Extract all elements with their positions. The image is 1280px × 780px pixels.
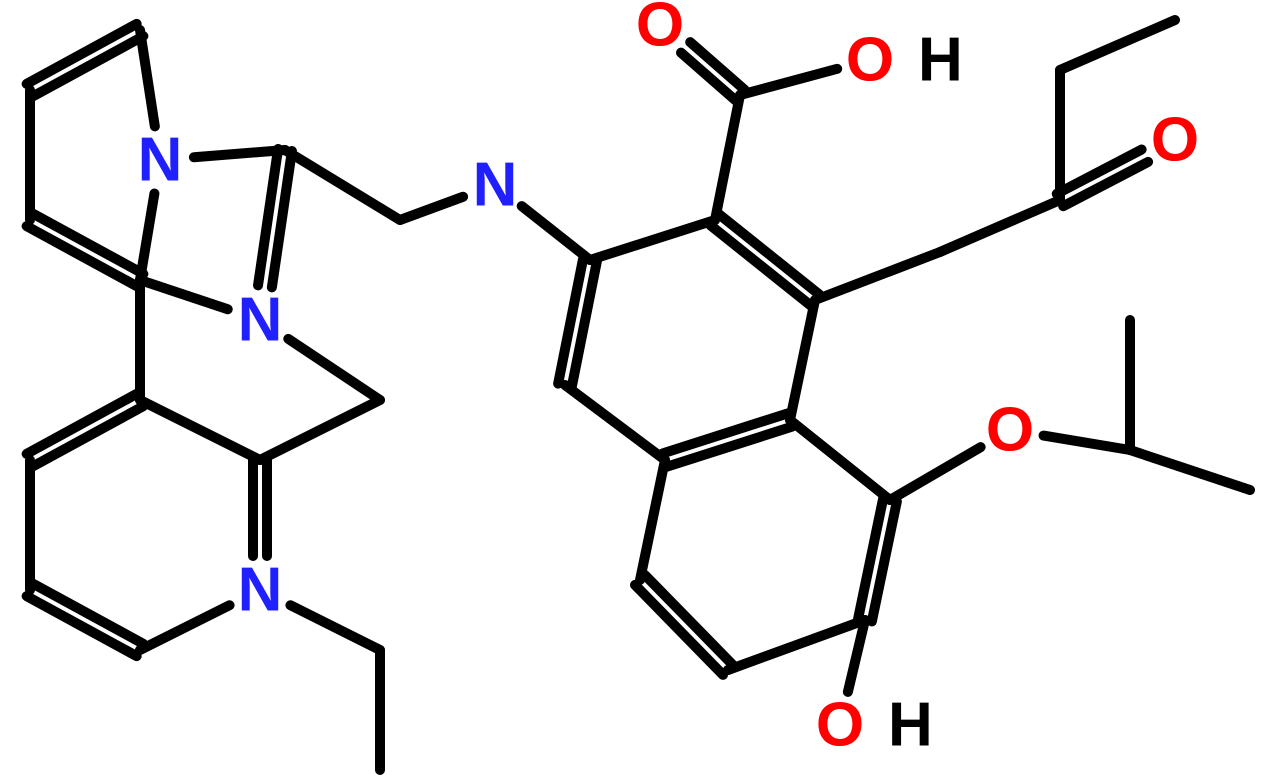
svg-text:N: N bbox=[238, 286, 283, 355]
svg-text:N: N bbox=[238, 556, 283, 625]
svg-text:O: O bbox=[1151, 106, 1199, 175]
atom-o: OH bbox=[846, 26, 963, 95]
svg-text:O: O bbox=[986, 396, 1034, 465]
atom-o: OH bbox=[816, 691, 933, 760]
svg-text:N: N bbox=[138, 126, 183, 195]
atom-o: O bbox=[636, 0, 684, 60]
atom-o: O bbox=[986, 396, 1034, 465]
svg-text:N: N bbox=[473, 151, 518, 220]
atom-n: N bbox=[473, 151, 518, 220]
atom-n: N bbox=[138, 126, 183, 195]
svg-text:H: H bbox=[888, 691, 933, 760]
atom-n: N bbox=[238, 286, 283, 355]
svg-text:O: O bbox=[816, 691, 864, 760]
svg-text:H: H bbox=[918, 26, 963, 95]
atom-n: N bbox=[238, 556, 283, 625]
atom-o: O bbox=[1151, 106, 1199, 175]
svg-text:O: O bbox=[636, 0, 684, 60]
molecule-diagram: NNNNOHOOOHO bbox=[0, 0, 1280, 780]
svg-text:O: O bbox=[846, 26, 894, 95]
